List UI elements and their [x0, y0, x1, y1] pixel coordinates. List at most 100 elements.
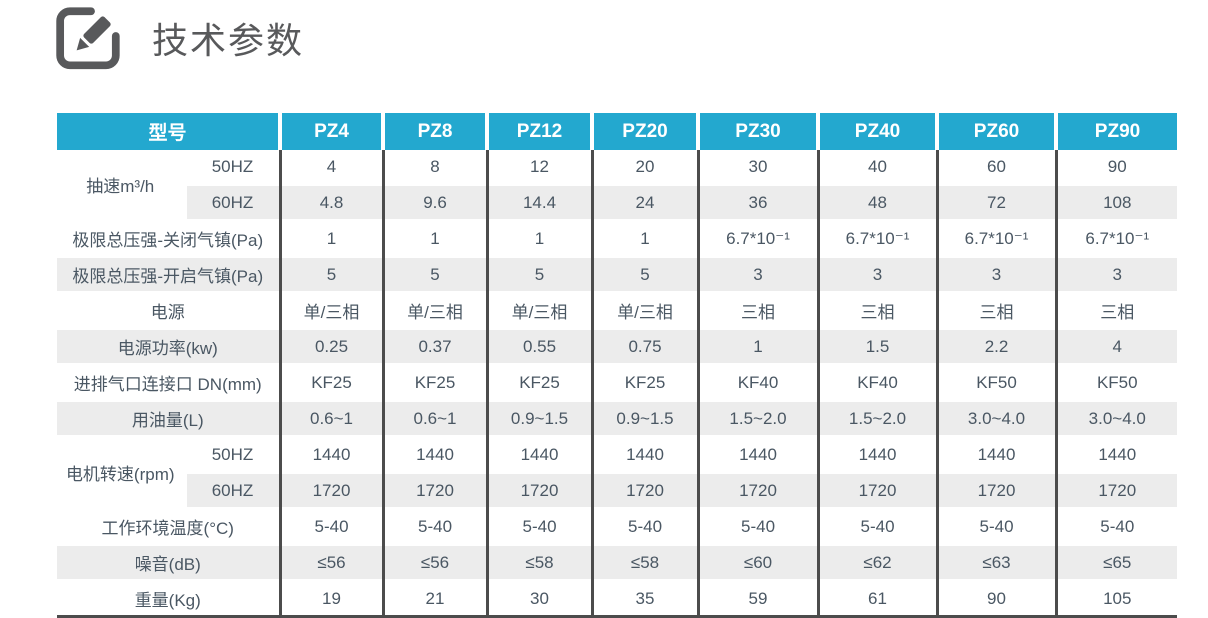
header-row: 型号 PZ4 PZ8 PZ12 PZ20 PZ30 PZ40 PZ60 PZ90 — [57, 113, 1178, 150]
column-header-pz12: PZ12 — [485, 113, 593, 150]
table-cell: 0.75 — [590, 327, 699, 365]
table-cell: ≤62 — [816, 543, 938, 581]
table-cell: 三相 — [935, 291, 1057, 329]
table-cell: ≤60 — [696, 543, 819, 581]
table-cell: 0.6~1 — [278, 399, 384, 437]
table-cell: 1440 — [278, 435, 384, 473]
table-cell: ≤65 — [1054, 543, 1178, 581]
row-label: 噪音(dB) — [57, 543, 281, 581]
table-cell: 105 — [1054, 579, 1178, 615]
table-cell: 单/三相 — [485, 291, 593, 329]
model-column-header: 型号 — [57, 113, 281, 150]
row-motor-speed-60hz: 60HZ 1720 1720 1720 1720 1720 1720 1720 … — [57, 471, 1178, 509]
table-cell: 40 — [816, 150, 938, 185]
row-label: 极限总压强-关闭气镇(Pa) — [57, 219, 281, 257]
row-motor-power: 电源功率(kw) 0.25 0.37 0.55 0.75 1 1.5 2.2 4 — [57, 327, 1178, 365]
table-cell: 5-40 — [590, 507, 699, 545]
table-cell: ≤63 — [935, 543, 1057, 581]
table-cell: 5 — [278, 255, 384, 293]
page-title: 技术参数 — [152, 20, 305, 61]
table-cell: 21 — [381, 579, 488, 615]
row-sub-label: 50HZ — [183, 150, 281, 185]
table-cell: 5-40 — [935, 507, 1057, 545]
table-cell: 单/三相 — [278, 291, 384, 329]
table-cell: 1 — [696, 327, 819, 365]
table-cell: 0.9~1.5 — [485, 399, 593, 437]
spec-table-container: 型号 PZ4 PZ8 PZ12 PZ20 PZ30 PZ40 PZ60 PZ90… — [57, 113, 1178, 618]
table-cell: 1440 — [590, 435, 699, 473]
row-group-label: 抽速m³/h — [57, 150, 185, 221]
table-cell: 5-40 — [816, 507, 938, 545]
table-cell: 59 — [696, 579, 819, 615]
table-cell: 1 — [278, 219, 384, 257]
table-cell: 单/三相 — [381, 291, 488, 329]
table-cell: 36 — [696, 183, 819, 221]
table-cell: 19 — [278, 579, 384, 615]
table-cell: 6.7*10⁻¹ — [935, 219, 1057, 257]
table-cell: 20 — [590, 150, 699, 185]
table-cell: 1440 — [381, 435, 488, 473]
table-cell: 1720 — [278, 471, 384, 509]
table-cell: 1440 — [816, 435, 938, 473]
table-cell: 1720 — [696, 471, 819, 509]
column-header-pz90: PZ90 — [1054, 113, 1178, 150]
table-cell: KF50 — [1054, 363, 1178, 401]
row-inlet-outlet-connection: 进排气口连接口 DN(mm) KF25 KF25 KF25 KF25 KF40 … — [57, 363, 1178, 401]
table-cell: 1440 — [1054, 435, 1178, 473]
row-sub-label: 60HZ — [183, 471, 281, 509]
table-cell: 1440 — [935, 435, 1057, 473]
table-cell: ≤58 — [485, 543, 593, 581]
table-cell: KF40 — [696, 363, 819, 401]
row-label: 进排气口连接口 DN(mm) — [57, 363, 281, 401]
table-cell: 0.6~1 — [381, 399, 488, 437]
table-cell: KF40 — [816, 363, 938, 401]
table-cell: 61 — [816, 579, 938, 615]
table-cell: 3 — [696, 255, 819, 293]
table-cell: 30 — [485, 579, 593, 615]
table-cell: 6.7*10⁻¹ — [696, 219, 819, 257]
table-cell: 2.2 — [935, 327, 1057, 365]
row-sub-label: 50HZ — [183, 435, 281, 473]
table-cell: 4 — [278, 150, 384, 185]
table-cell: 5-40 — [381, 507, 488, 545]
table-cell: 3 — [1054, 255, 1178, 293]
table-cell: 1.5~2.0 — [816, 399, 938, 437]
table-cell: 90 — [1054, 150, 1178, 185]
table-cell: 0.9~1.5 — [590, 399, 699, 437]
row-sub-label: 60HZ — [183, 183, 281, 221]
table-cell: 5 — [485, 255, 593, 293]
table-cell: 三相 — [1054, 291, 1178, 329]
row-label: 工作环境温度(°C) — [57, 507, 281, 545]
row-label: 用油量(L) — [57, 399, 281, 437]
table-cell: 5-40 — [1054, 507, 1178, 545]
table-cell: 3 — [816, 255, 938, 293]
column-header-pz20: PZ20 — [590, 113, 699, 150]
table-cell: 1720 — [1054, 471, 1178, 509]
row-operating-temperature: 工作环境温度(°C) 5-40 5-40 5-40 5-40 5-40 5-40… — [57, 507, 1178, 545]
table-cell: KF25 — [381, 363, 488, 401]
table-cell: 9.6 — [381, 183, 488, 221]
table-cell: 8 — [381, 150, 488, 185]
table-cell: 12 — [485, 150, 593, 185]
row-label: 极限总压强-开启气镇(Pa) — [57, 255, 281, 293]
row-label: 重量(Kg) — [57, 579, 281, 615]
table-cell: 5-40 — [278, 507, 384, 545]
table-cell: 三相 — [696, 291, 819, 329]
column-header-pz40: PZ40 — [816, 113, 938, 150]
table-cell: 5-40 — [485, 507, 593, 545]
row-label: 电源功率(kw) — [57, 327, 281, 365]
table-cell: 1 — [485, 219, 593, 257]
table-cell: KF25 — [485, 363, 593, 401]
table-cell: 72 — [935, 183, 1057, 221]
row-pumping-speed-50hz: 抽速m³/h 50HZ 4 8 12 20 30 40 60 90 — [57, 150, 1178, 221]
column-header-pz60: PZ60 — [935, 113, 1057, 150]
table-cell: 1720 — [485, 471, 593, 509]
table-cell: 6.7*10⁻¹ — [1054, 219, 1178, 257]
column-header-pz4: PZ4 — [278, 113, 384, 150]
table-cell: 1 — [381, 219, 488, 257]
table-cell: 6.7*10⁻¹ — [816, 219, 938, 257]
table-cell: 4.8 — [278, 183, 384, 221]
spec-table: 型号 PZ4 PZ8 PZ12 PZ20 PZ30 PZ40 PZ60 PZ90… — [57, 113, 1178, 615]
row-group-label: 电机转速(rpm) — [57, 435, 185, 509]
table-cell: 1.5 — [816, 327, 938, 365]
